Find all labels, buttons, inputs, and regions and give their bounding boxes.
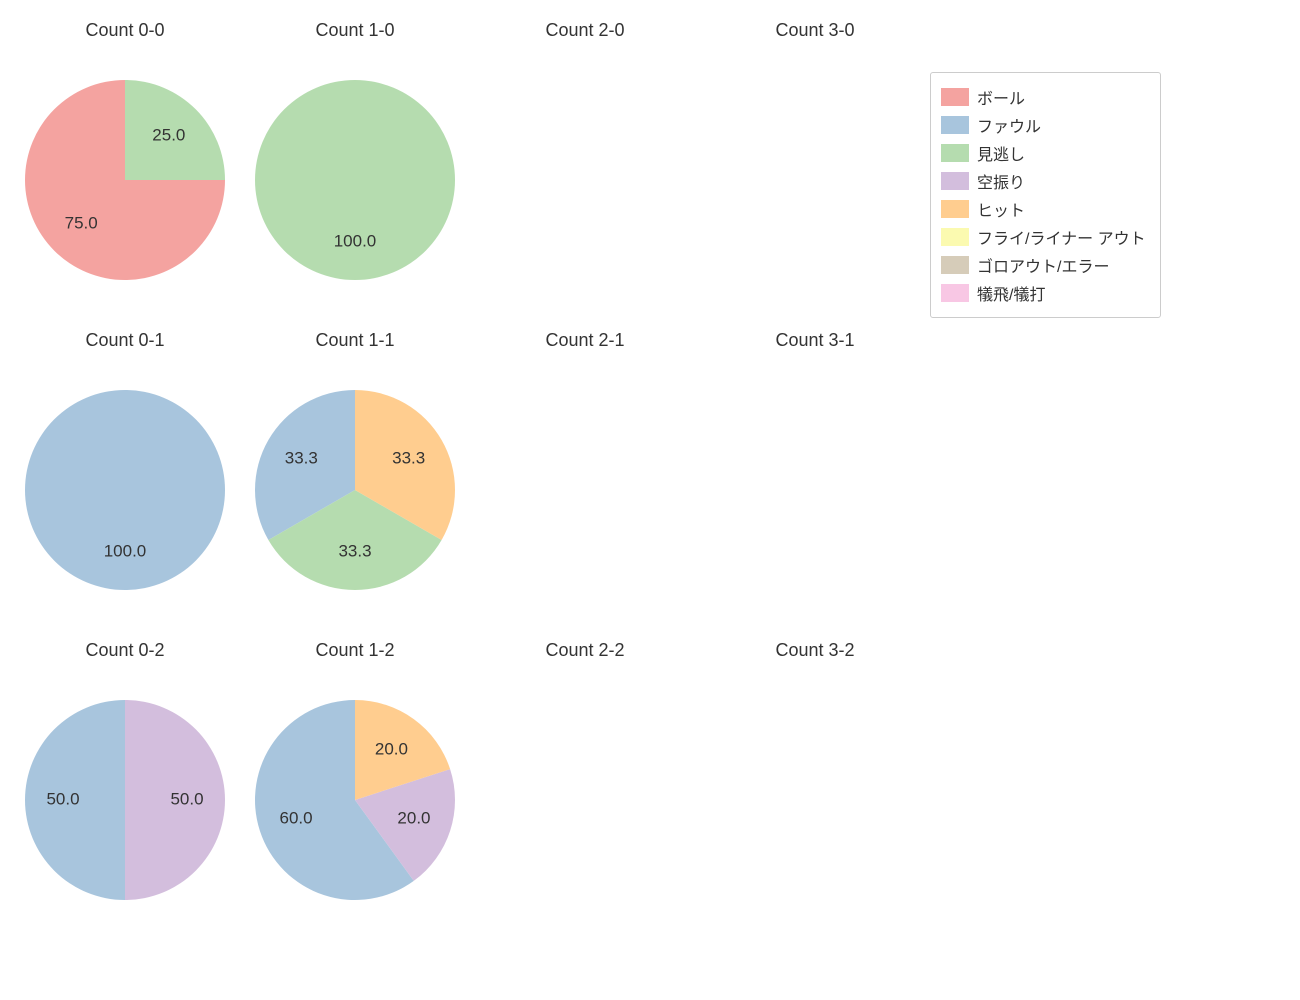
pie-chart <box>485 700 685 900</box>
pie-wrap <box>715 80 915 280</box>
legend-item-ball: ボール <box>941 83 1146 111</box>
legend-item-swing: 空振り <box>941 167 1146 195</box>
pie-slice-label-look: 25.0 <box>152 126 185 145</box>
legend-swatch <box>941 200 969 218</box>
legend: ボールファウル見逃し空振りヒットフライ/ライナー アウトゴロアウト/エラー犠飛/… <box>930 72 1161 318</box>
chart-grid: Count 0-0 75.0 25.0 Count 1-0 100.0 Count 2-0… <box>0 0 1300 1000</box>
pie-slice-label-swing: 20.0 <box>397 809 430 828</box>
panel-title: Count 2-1 <box>470 330 700 351</box>
pie-chart <box>485 390 685 590</box>
pie-chart <box>715 390 915 590</box>
legend-item-sac: 犠飛/犠打 <box>941 279 1146 307</box>
pie-wrap <box>485 390 685 590</box>
pie-wrap: 100.0 <box>255 80 455 280</box>
panel-title: Count 0-2 <box>10 640 240 661</box>
legend-item-look: 見逃し <box>941 139 1146 167</box>
pie-chart: 100.0 <box>255 80 455 280</box>
legend-label: ヒット <box>977 197 1025 221</box>
panel-c00: Count 0-0 75.0 25.0 <box>10 20 240 330</box>
pie-chart: 100.0 <box>25 390 225 590</box>
legend-swatch <box>941 88 969 106</box>
pie-chart: 33.3 33.3 33.3 <box>255 390 455 590</box>
pie-slice-label-ball: 75.0 <box>65 213 98 232</box>
pie-chart: 75.0 25.0 <box>25 80 225 280</box>
pie-chart <box>715 700 915 900</box>
panel-title: Count 0-0 <box>10 20 240 41</box>
panel-c30: Count 3-0 <box>700 20 930 330</box>
pie-wrap <box>715 390 915 590</box>
pie-slice-label-hit: 20.0 <box>375 739 408 758</box>
legend-label: ゴロアウト/エラー <box>977 253 1109 277</box>
legend-item-foul: ファウル <box>941 111 1146 139</box>
legend-swatch <box>941 256 969 274</box>
pie-wrap: 33.3 33.3 33.3 <box>255 390 455 590</box>
legend-label: 犠飛/犠打 <box>977 281 1045 305</box>
legend-swatch <box>941 116 969 134</box>
panel-c02: Count 0-2 50.0 50.0 <box>10 640 240 950</box>
panel-c20: Count 2-0 <box>470 20 700 330</box>
pie-slice-label-hit: 33.3 <box>392 448 425 467</box>
pie-chart <box>485 80 685 280</box>
pie-slice-label-foul: 50.0 <box>46 789 79 808</box>
pie-slice-label-look: 33.3 <box>338 541 371 560</box>
pie-wrap: 60.0 20.0 20.0 <box>255 700 455 900</box>
panel-title: Count 3-2 <box>700 640 930 661</box>
pie-wrap <box>715 700 915 900</box>
legend-label: 見逃し <box>977 141 1025 165</box>
panel-c10: Count 1-0 100.0 <box>240 20 470 330</box>
pie-wrap <box>485 700 685 900</box>
panel-c31: Count 3-1 <box>700 330 930 640</box>
pie-wrap <box>485 80 685 280</box>
panel-title: Count 2-2 <box>470 640 700 661</box>
panel-c21: Count 2-1 <box>470 330 700 640</box>
pie-slice-label-foul: 100.0 <box>104 541 147 560</box>
legend-label: ボール <box>977 85 1025 109</box>
panel-title: Count 0-1 <box>10 330 240 351</box>
pie-chart <box>715 80 915 280</box>
legend-item-hit: ヒット <box>941 195 1146 223</box>
pie-slice-label-foul: 33.3 <box>285 448 318 467</box>
legend-swatch <box>941 228 969 246</box>
panel-c11: Count 1-1 33.3 33.3 33.3 <box>240 330 470 640</box>
pie-wrap: 75.0 25.0 <box>25 80 225 280</box>
pie-chart: 60.0 20.0 20.0 <box>255 700 455 900</box>
panel-c01: Count 0-1 100.0 <box>10 330 240 640</box>
panel-title: Count 1-0 <box>240 20 470 41</box>
pie-slice-label-foul: 60.0 <box>279 809 312 828</box>
panel-title: Count 1-2 <box>240 640 470 661</box>
legend-item-flyout: フライ/ライナー アウト <box>941 223 1146 251</box>
panel-c22: Count 2-2 <box>470 640 700 950</box>
panel-title: Count 2-0 <box>470 20 700 41</box>
panel-c32: Count 3-2 <box>700 640 930 950</box>
legend-label: 空振り <box>977 169 1025 193</box>
legend-swatch <box>941 172 969 190</box>
pie-wrap: 100.0 <box>25 390 225 590</box>
legend-item-groundout: ゴロアウト/エラー <box>941 251 1146 279</box>
pie-slice-label-swing: 50.0 <box>170 789 203 808</box>
panel-title: Count 3-1 <box>700 330 930 351</box>
legend-label: フライ/ライナー アウト <box>977 225 1146 249</box>
pie-slice-label-look: 100.0 <box>334 231 377 250</box>
legend-swatch <box>941 144 969 162</box>
panel-title: Count 1-1 <box>240 330 470 351</box>
panel-title: Count 3-0 <box>700 20 930 41</box>
panel-c12: Count 1-2 60.0 20.0 20.0 <box>240 640 470 950</box>
pie-wrap: 50.0 50.0 <box>25 700 225 900</box>
legend-swatch <box>941 284 969 302</box>
legend-label: ファウル <box>977 113 1041 137</box>
pie-chart: 50.0 50.0 <box>25 700 225 900</box>
